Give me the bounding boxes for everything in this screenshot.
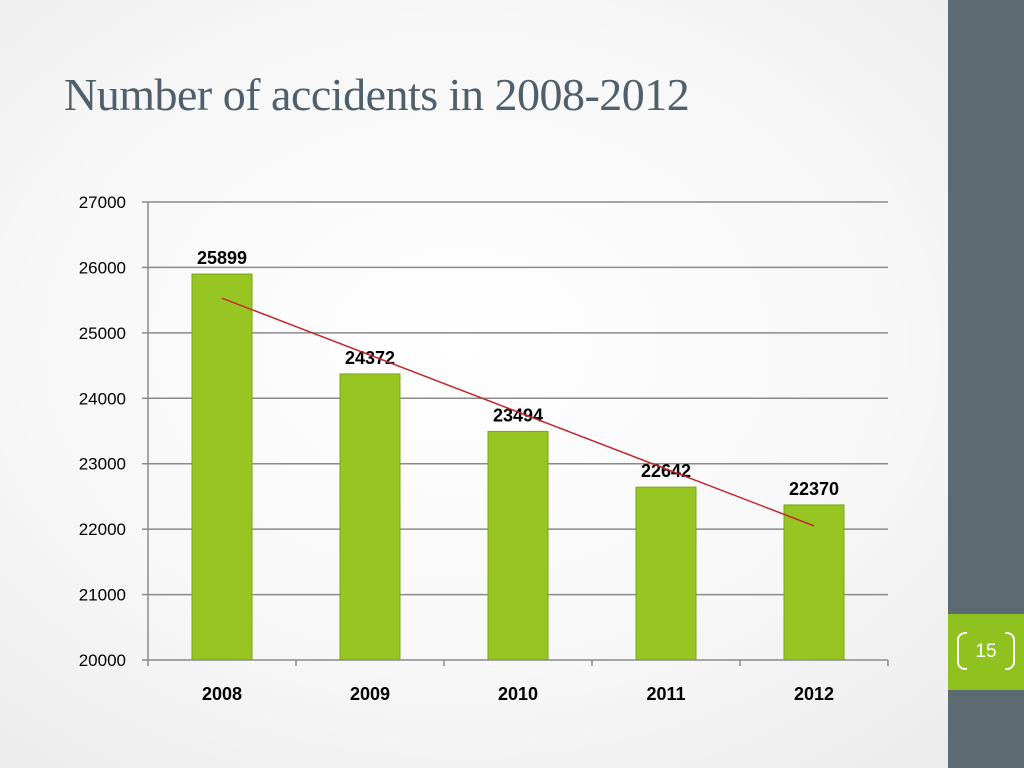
bar <box>783 504 845 661</box>
data-label: 22642 <box>641 461 691 481</box>
x-tick-label: 2008 <box>202 684 242 704</box>
y-tick-label: 22000 <box>79 520 126 539</box>
x-tick-label: 2009 <box>350 684 390 704</box>
bars <box>191 273 845 661</box>
trendline-group <box>221 297 815 527</box>
bar <box>339 373 401 661</box>
right-brace-icon <box>1005 632 1015 670</box>
page-number-badge: 15 <box>948 614 1024 690</box>
x-tick-label: 2012 <box>794 684 834 704</box>
y-tick-label: 20000 <box>79 651 126 670</box>
page-number: 15 <box>975 641 997 662</box>
data-label: 25899 <box>197 248 247 268</box>
axes <box>142 201 889 666</box>
y-tick-label: 25000 <box>79 324 126 343</box>
y-tick-label: 26000 <box>79 258 126 277</box>
y-tick-label: 21000 <box>79 586 126 605</box>
accidents-bar-chart: 20000 21000 22000 23000 24000 25000 26000 27000… <box>79 193 889 704</box>
x-tick-label: 2010 <box>498 684 538 704</box>
y-tick-label: 27000 <box>79 193 126 212</box>
bar <box>191 273 253 661</box>
y-tick-label: 23000 <box>79 455 126 474</box>
trendline <box>221 297 815 527</box>
slide-title: Number of accidents in 2008-2012 <box>64 69 690 120</box>
bar <box>487 430 549 661</box>
data-label: 22370 <box>789 479 839 499</box>
left-brace-icon <box>957 632 967 670</box>
data-label: 24372 <box>345 348 395 368</box>
labels: 20000 21000 22000 23000 24000 25000 26000 27000… <box>79 193 839 704</box>
y-tick-label: 24000 <box>79 389 126 408</box>
x-tick-label: 2011 <box>646 684 685 704</box>
data-label: 23494 <box>493 405 543 425</box>
bar <box>635 486 697 661</box>
